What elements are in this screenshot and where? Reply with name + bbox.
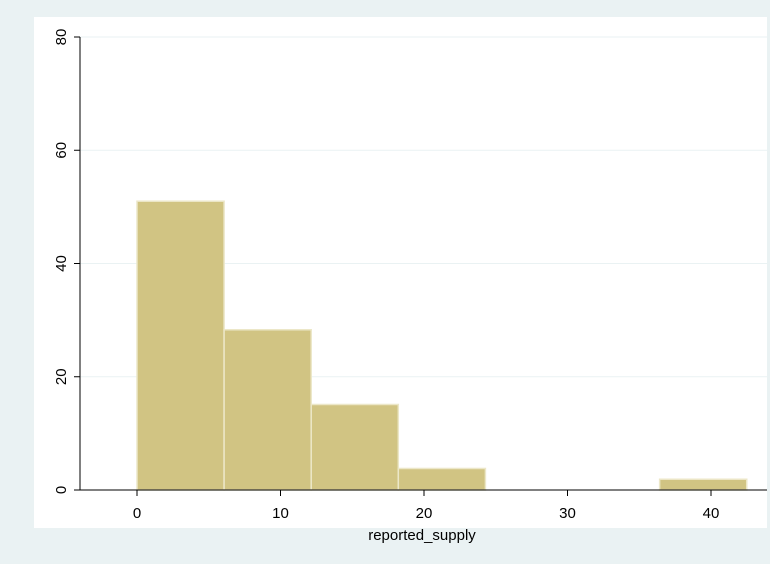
y-tick-label-80: 80 <box>53 29 70 46</box>
y-tick-label-60: 60 <box>53 142 70 159</box>
axes <box>74 36 767 496</box>
x-tick-label-30: 30 <box>559 505 576 522</box>
x-tick-label-40: 40 <box>703 505 720 522</box>
x-axis-title: reported_supply <box>368 527 476 544</box>
x-tick-label-20: 20 <box>416 505 433 522</box>
tick-labels: 0 20 40 60 80 0 10 20 30 40 <box>53 29 719 522</box>
histogram-bar-2 <box>310 403 400 491</box>
x-tick-label-10: 10 <box>272 505 289 522</box>
histogram-bar-4 <box>658 478 748 491</box>
histogram-bar-0 <box>136 200 225 491</box>
y-tick-label-0: 0 <box>53 486 70 494</box>
y-tick-label-20: 20 <box>53 368 70 385</box>
y-tick-label-40: 40 <box>53 255 70 272</box>
x-tick-label-0: 0 <box>133 505 141 522</box>
histogram-bar-3 <box>397 467 487 491</box>
histogram-bar-1 <box>223 329 312 491</box>
